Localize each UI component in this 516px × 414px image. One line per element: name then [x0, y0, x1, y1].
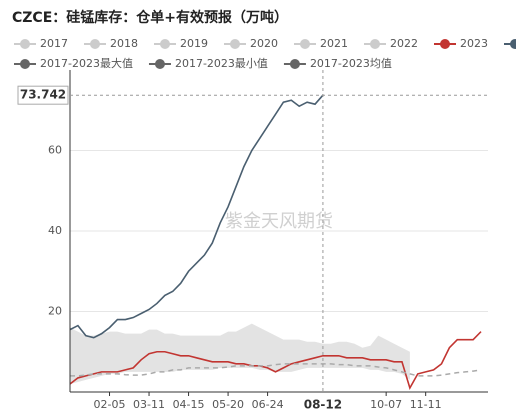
legend-label: 2023	[460, 37, 488, 50]
legend-label: 2022	[390, 37, 418, 50]
legend-icon	[510, 39, 516, 49]
series-line	[69, 94, 324, 339]
legend-item[interactable]: 2021	[294, 37, 348, 50]
legend-item[interactable]: 2020	[224, 37, 278, 50]
legend-icon	[440, 39, 450, 49]
x-tick-label: 02-05	[94, 398, 126, 411]
series-line	[70, 363, 482, 377]
legend-item[interactable]: 2017-2023最大值	[14, 56, 133, 70]
legend-item[interactable]: 2017-2023最小值	[148, 57, 268, 70]
legend-item[interactable]: 2024	[504, 37, 516, 50]
legend-icon	[230, 39, 240, 49]
legend-item[interactable]: 2019	[154, 37, 208, 50]
series-line	[69, 331, 482, 391]
watermark: 紫金天风期货	[225, 211, 333, 232]
legend-label: 2021	[320, 37, 348, 50]
legend-icon	[20, 39, 30, 49]
legend-icon	[370, 39, 380, 49]
legend-icon	[90, 39, 100, 49]
x-tick-label: 03-11	[133, 398, 165, 411]
chart-title: CZCE：硅锰库存：仓单+有效预报（万吨）	[12, 9, 288, 26]
legend-label: 2020	[250, 37, 278, 50]
legend-icon	[289, 59, 300, 69]
x-tick-label: 04-15	[173, 398, 205, 411]
crosshair-x-label: 08-12	[304, 398, 342, 412]
legend-label: 2017-2023最大值	[40, 56, 133, 70]
legend-item[interactable]: 2018	[84, 37, 138, 50]
x-tick-label: 06-24	[252, 398, 284, 411]
legend-label: 2018	[110, 37, 138, 50]
legend-label: 2017-2023最小值	[175, 57, 268, 70]
y-tick-label: 20	[48, 305, 62, 318]
legend-icon	[154, 59, 165, 69]
legend-item[interactable]: 2023	[434, 37, 488, 50]
y-tick-label: 40	[48, 224, 62, 237]
y-tick-label: 60	[48, 144, 62, 157]
legend-label: 2017-2023均值	[310, 57, 392, 70]
crosshair-y-label: 73.742	[20, 88, 66, 102]
x-tick-label: 11-11	[410, 398, 442, 411]
legend-icon	[160, 39, 170, 49]
legend-item[interactable]: 2017	[14, 37, 68, 50]
crosshair-y-box	[17, 85, 69, 105]
legend-label: 2019	[180, 37, 208, 50]
crosshair-x-box	[300, 396, 345, 414]
legend-label: 2017	[40, 37, 68, 50]
x-tick-label: 10-07	[370, 398, 402, 411]
range-band	[70, 323, 410, 384]
legend-icon	[20, 59, 30, 69]
legend-item[interactable]: 2017-2023均值	[283, 57, 392, 70]
x-tick-label: 05-20	[212, 398, 244, 411]
legend-item[interactable]: 2022	[364, 37, 418, 50]
legend-icon	[300, 39, 310, 49]
